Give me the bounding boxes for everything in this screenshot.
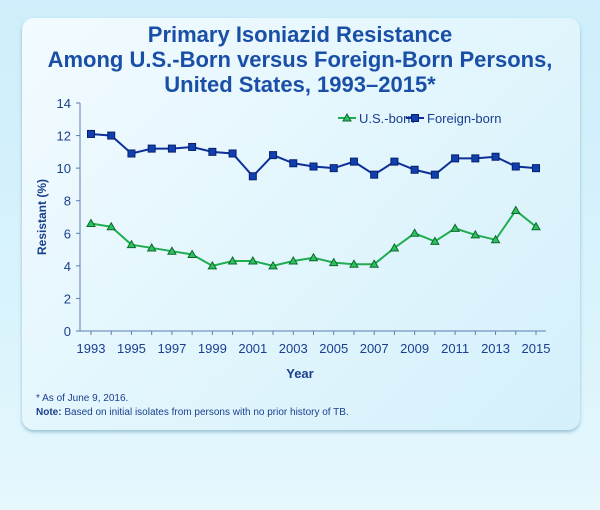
u-s-born-point [106, 221, 117, 231]
foreign-born-point [107, 131, 116, 140]
x-axis-label: Year [286, 366, 313, 381]
y-axis-label: Resistant (%) [35, 179, 49, 255]
footnote-note: Note: Based on initial isolates from per… [36, 407, 349, 418]
foreign-born-point [390, 157, 399, 166]
foreign-born-point [147, 144, 156, 153]
legend-u-s-born-label: U.S.-born [359, 111, 415, 126]
chart-panel [22, 18, 580, 430]
u-s-born-point [268, 260, 278, 270]
x-tick-label: 2009 [400, 341, 429, 356]
foreign-born-point [208, 147, 217, 156]
y-tick-label: 14 [57, 96, 71, 111]
u-s-born-point [430, 236, 440, 245]
x-tick-label: 2011 [441, 341, 469, 356]
foreign-born-point [471, 154, 480, 163]
u-s-born-point [308, 252, 319, 262]
u-s-born-point [328, 257, 339, 267]
foreign-born-point [491, 152, 500, 161]
y-tick-label: 10 [57, 161, 71, 176]
u-s-born-point [167, 246, 177, 255]
x-tick-label: 1995 [117, 341, 146, 356]
legend-u-s-born-marker [342, 112, 352, 122]
x-tick-label: 2015 [522, 341, 551, 356]
foreign-born-point [248, 172, 257, 181]
u-s-born-point [369, 259, 380, 268]
foreign-born-point [349, 157, 358, 166]
x-tick-label: 2001 [238, 341, 267, 356]
title-line-3: United States, 1993–2015* [164, 72, 436, 97]
u-s-born-point [126, 239, 137, 249]
u-s-born-point [531, 221, 541, 231]
chart-title: Primary Isoniazid Resistance Among U.S.-… [0, 22, 600, 97]
u-s-born-point [207, 260, 218, 270]
foreign-born-point [188, 142, 197, 151]
u-s-born-point [227, 255, 238, 265]
y-tick-label: 4 [64, 259, 71, 274]
u-s-born-point [470, 229, 481, 239]
foreign-born-point [309, 162, 318, 171]
foreign-born-point [370, 170, 379, 179]
footnote-asterisk: * As of June 9, 2016. [36, 393, 129, 404]
x-tick-label: 2003 [279, 341, 308, 356]
note-label: Note: [36, 407, 62, 418]
note-text: Based on initial isolates from persons w… [61, 407, 349, 418]
foreign-born-point [87, 129, 95, 138]
foreign-born-point [329, 164, 338, 173]
title-line-1: Primary Isoniazid Resistance [147, 22, 453, 47]
legend-foreign-born-label: Foreign-born [427, 111, 501, 126]
u-s-born-point [247, 255, 258, 265]
foreign-born-point [269, 151, 278, 160]
x-tick-label: 2005 [319, 341, 348, 356]
x-tick-label: 2013 [481, 341, 510, 356]
foreign-born-point [228, 149, 237, 158]
foreign-born-point [430, 170, 439, 179]
foreign-born-point [451, 154, 460, 163]
y-tick-label: 6 [64, 226, 71, 241]
u-s-born-point [490, 234, 501, 244]
u-s-born-point [86, 218, 96, 228]
u-s-born-point [288, 255, 299, 265]
y-tick-label: 8 [64, 194, 71, 209]
x-tick-label: 2007 [360, 341, 389, 356]
foreign-born-point [410, 165, 419, 174]
foreign-born-point [289, 159, 298, 168]
foreign-born-point [511, 162, 520, 171]
y-tick-label: 2 [64, 291, 71, 306]
foreign-born-point [167, 144, 176, 153]
y-tick-label: 0 [64, 324, 71, 339]
title-line-2: Among U.S.-Born versus Foreign-Born Pers… [47, 47, 553, 72]
x-tick-label: 1997 [157, 341, 186, 356]
u-s-born-point [187, 249, 197, 258]
u-s-born-point [510, 205, 521, 214]
u-s-born-point [409, 228, 420, 237]
x-tick-label: 1993 [77, 341, 106, 356]
y-tick-label: 12 [57, 129, 71, 144]
x-tick-label: 1999 [198, 341, 227, 356]
u-s-born-point [146, 242, 157, 252]
u-s-born-point [389, 242, 400, 252]
foreign-born-point [127, 149, 136, 158]
foreign-born-point [532, 164, 540, 173]
legend-foreign-born-marker [411, 114, 419, 122]
u-s-born-point [349, 259, 359, 268]
u-s-born-point [450, 223, 460, 232]
